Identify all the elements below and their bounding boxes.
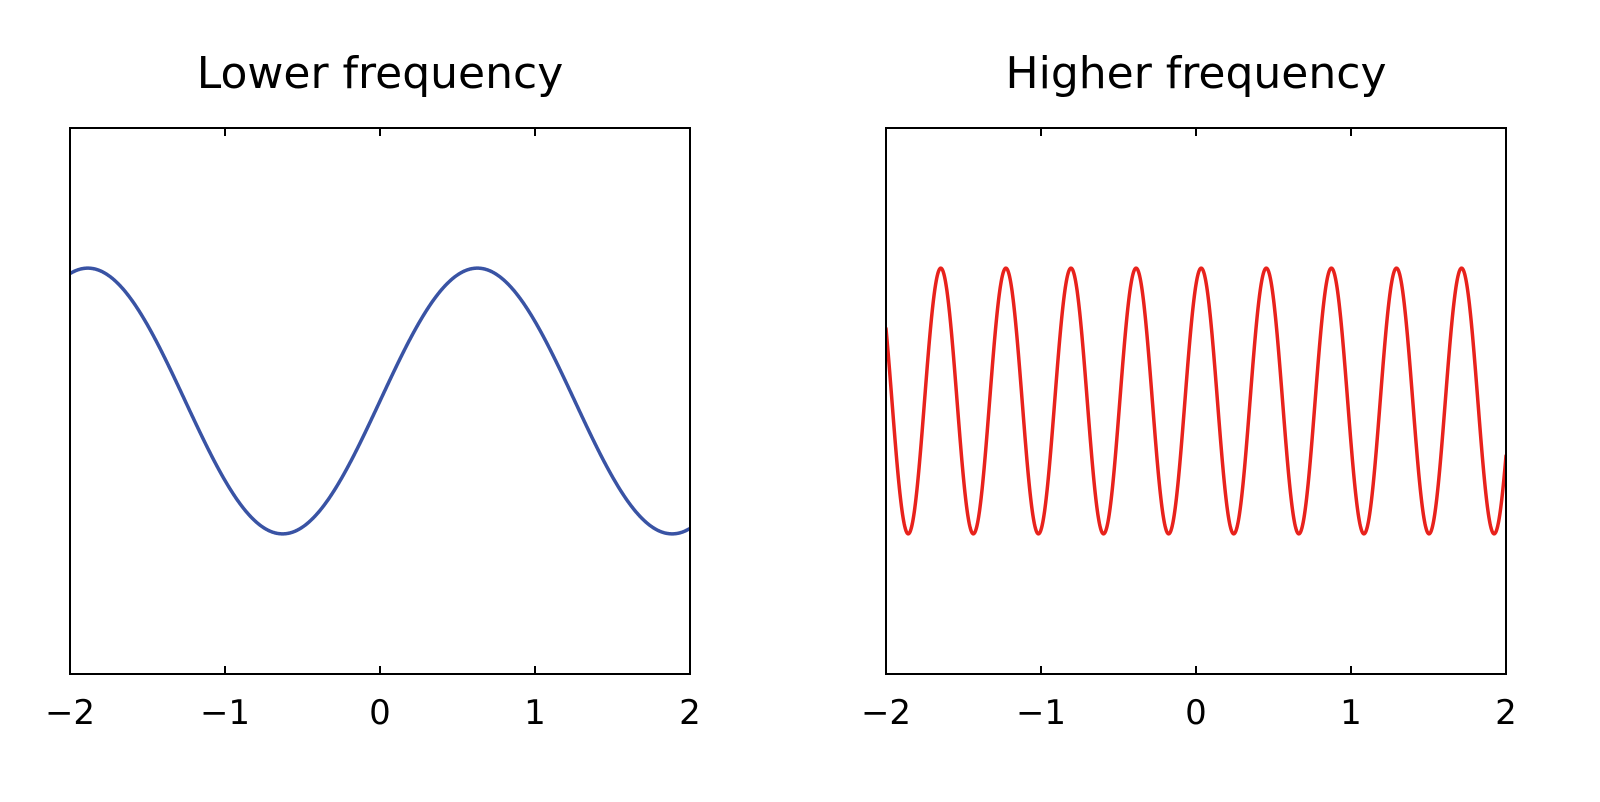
chart-title: Lower frequency — [197, 48, 563, 99]
x-tick-label: 0 — [369, 693, 391, 733]
x-tick-label: 2 — [1495, 693, 1517, 733]
x-tick-label: −1 — [1016, 693, 1066, 733]
series-line-0-0 — [70, 266, 690, 536]
x-tick-label: 0 — [1185, 693, 1207, 733]
series-line-1-0 — [886, 266, 1506, 536]
chart-title: Higher frequency — [1006, 48, 1387, 99]
chart-lower-frequency: Lower frequency −2 −1 0 1 2 — [45, 48, 701, 733]
x-tick-label: −2 — [861, 693, 911, 733]
x-tick-label: 1 — [1340, 693, 1362, 733]
x-tick-label: 2 — [679, 693, 701, 733]
x-tick-label: −1 — [200, 693, 250, 733]
chart-higher-frequency: Higher frequency −2 −1 0 1 2 — [861, 48, 1517, 733]
x-tick-label: −2 — [45, 693, 95, 733]
x-tick-label: 1 — [524, 693, 546, 733]
